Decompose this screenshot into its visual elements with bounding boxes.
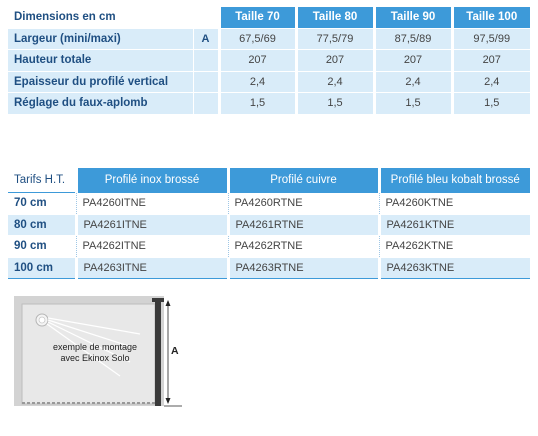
row-letter [192, 70, 219, 93]
product-ref: PA4260ITNE [75, 192, 228, 214]
tarifs-header-row: Tarifs H.T. Profilé inox brossé Profilé … [8, 168, 530, 193]
size-header-80: Taille 80 [294, 7, 374, 28]
row-label: Réglage du faux-aplomb [8, 92, 193, 114]
row-letter [192, 92, 219, 114]
spray-line [47, 319, 136, 349]
cell-value: 2,4 [450, 70, 530, 93]
cell-value: 2,4 [217, 70, 296, 93]
tarif-row-70: 70 cm PA4260ITNE PA4260RTNE PA4260KTNE [8, 192, 530, 214]
tarifs-table: Tarifs H.T. Profilé inox brossé Profilé … [8, 168, 530, 279]
spray-line [46, 323, 121, 377]
cell-value: 207 [450, 49, 530, 71]
size-header-70: Taille 70 [217, 7, 296, 28]
product-ref: PA4261RTNE [226, 213, 379, 236]
cell-value: 1,5 [217, 92, 296, 114]
cell-value: 97,5/99 [450, 27, 530, 50]
mounting-diagram: exemple de montage avec Ekinox Solo A [0, 290, 538, 431]
product-ref: PA4263KTNE [377, 256, 530, 279]
dimensions-header-row: Dimensions en cm Taille 70 Taille 80 Tai… [8, 7, 530, 28]
dimensions-table: Dimensions en cm Taille 70 Taille 80 Tai… [8, 7, 530, 114]
tarif-row-100: 100 cm PA4263ITNE PA4263RTNE PA4263KTNE [8, 256, 530, 279]
profile-cap [152, 298, 164, 302]
product-ref: PA4263RTNE [226, 256, 379, 279]
row-letter [192, 49, 219, 71]
cell-value: 77,5/79 [294, 27, 374, 50]
vertical-profile [155, 298, 161, 406]
product-ref: PA4260KTNE [378, 192, 530, 214]
size-header-90: Taille 90 [372, 7, 452, 28]
cell-value: 207 [372, 49, 452, 71]
product-ref: PA4262ITNE [75, 235, 228, 257]
cell-value: 1,5 [294, 92, 374, 114]
spray-line [47, 317, 141, 335]
row-label: Largeur (mini/maxi) [8, 27, 193, 50]
cell-value: 2,4 [372, 70, 452, 93]
mounting-note-line1: exemple de montage [52, 342, 138, 352]
cell-value: 1,5 [372, 92, 452, 114]
dimension-label-a: A [171, 345, 179, 357]
cell-value: 207 [217, 49, 296, 71]
size-header-100: Taille 100 [450, 7, 530, 28]
product-ref: PA4261KTNE [377, 213, 530, 236]
dimension-row-largeur: Largeur (mini/maxi) A 67,5/69 77,5/79 87… [8, 27, 530, 50]
product-ref: PA4263ITNE [74, 256, 228, 279]
profile-header-kobalt: Profilé bleu kobalt brossé [377, 168, 530, 193]
dimension-row-hauteur: Hauteur totale 207 207 207 207 [8, 49, 530, 71]
dimension-row-reglage: Réglage du faux-aplomb 1,5 1,5 1,5 1,5 [8, 92, 530, 114]
row-label: 90 cm [8, 235, 76, 257]
row-label: 80 cm [8, 213, 76, 236]
dimensions-title: Dimensions en cm [14, 11, 116, 24]
cell-value: 207 [294, 49, 374, 71]
cell-value: 87,5/89 [372, 27, 452, 50]
cell-value: 2,4 [294, 70, 374, 93]
tarifs-title: Tarifs H.T. [14, 174, 66, 186]
product-ref: PA4261ITNE [74, 213, 228, 236]
profile-header-inox: Profilé inox brossé [74, 168, 228, 193]
cell-value: 67,5/69 [217, 27, 296, 50]
tarif-row-80: 80 cm PA4261ITNE PA4261RTNE PA4261KTNE [8, 213, 530, 236]
tarif-row-90: 90 cm PA4262ITNE PA4262RTNE PA4262KTNE [8, 235, 530, 257]
cell-value: 1,5 [450, 92, 530, 114]
row-label: Hauteur totale [8, 49, 193, 71]
dimension-row-epaisseur: Epaisseur du profilé vertical 2,4 2,4 2,… [8, 70, 530, 93]
profile-header-cuivre: Profilé cuivre [226, 168, 379, 193]
product-ref: PA4262KTNE [378, 235, 530, 257]
spray-line [47, 321, 131, 363]
product-ref: PA4260RTNE [227, 192, 379, 214]
diagram-drawing [14, 296, 182, 407]
row-label: Epaisseur du profilé vertical [8, 70, 193, 93]
row-label: 100 cm [8, 256, 76, 279]
product-ref: PA4262RTNE [227, 235, 379, 257]
row-label: 70 cm [8, 192, 76, 214]
row-letter: A [192, 27, 219, 50]
mounting-note: exemple de montage avec Ekinox Solo [40, 342, 150, 364]
mounting-note-line2: avec Ekinox Solo [60, 353, 130, 363]
